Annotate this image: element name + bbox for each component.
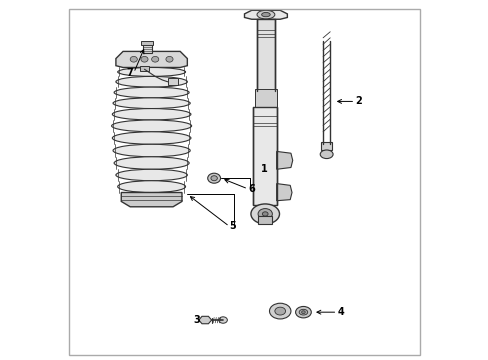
Ellipse shape xyxy=(114,157,189,169)
Ellipse shape xyxy=(113,98,190,109)
Ellipse shape xyxy=(130,57,137,62)
Polygon shape xyxy=(276,184,291,201)
Ellipse shape xyxy=(269,303,290,319)
Ellipse shape xyxy=(274,307,285,315)
Bar xyxy=(255,89,276,109)
Ellipse shape xyxy=(299,309,307,315)
Ellipse shape xyxy=(116,76,187,87)
Polygon shape xyxy=(244,10,287,19)
Ellipse shape xyxy=(262,212,267,216)
Ellipse shape xyxy=(151,57,159,62)
Text: 2: 2 xyxy=(355,96,362,107)
Bar xyxy=(140,66,149,71)
Bar xyxy=(141,41,153,45)
Polygon shape xyxy=(276,152,292,169)
Polygon shape xyxy=(198,316,211,324)
Text: 7: 7 xyxy=(126,68,133,78)
Ellipse shape xyxy=(111,120,191,132)
Ellipse shape xyxy=(141,57,148,62)
Ellipse shape xyxy=(112,109,190,120)
Ellipse shape xyxy=(258,208,272,219)
Text: 1: 1 xyxy=(260,164,267,174)
Ellipse shape xyxy=(250,204,279,224)
Ellipse shape xyxy=(114,87,189,98)
Ellipse shape xyxy=(112,132,190,144)
Ellipse shape xyxy=(207,173,220,183)
Ellipse shape xyxy=(295,306,311,318)
Ellipse shape xyxy=(116,169,187,181)
Bar xyxy=(321,142,331,150)
Ellipse shape xyxy=(218,317,227,323)
Ellipse shape xyxy=(320,150,332,158)
Bar xyxy=(258,216,272,224)
Ellipse shape xyxy=(118,67,185,76)
Ellipse shape xyxy=(301,311,305,314)
Bar xyxy=(257,19,274,91)
Ellipse shape xyxy=(118,181,185,193)
Text: 6: 6 xyxy=(248,184,255,194)
Ellipse shape xyxy=(165,57,173,62)
Text: 3: 3 xyxy=(192,315,199,325)
Text: 4: 4 xyxy=(337,307,344,317)
Bar xyxy=(167,78,178,85)
Ellipse shape xyxy=(113,144,190,157)
Ellipse shape xyxy=(257,10,274,19)
Text: 5: 5 xyxy=(229,221,236,231)
Polygon shape xyxy=(121,193,182,207)
Bar xyxy=(142,43,151,53)
Bar xyxy=(253,107,276,205)
Ellipse shape xyxy=(261,13,270,17)
Ellipse shape xyxy=(210,176,217,181)
Polygon shape xyxy=(116,51,187,67)
